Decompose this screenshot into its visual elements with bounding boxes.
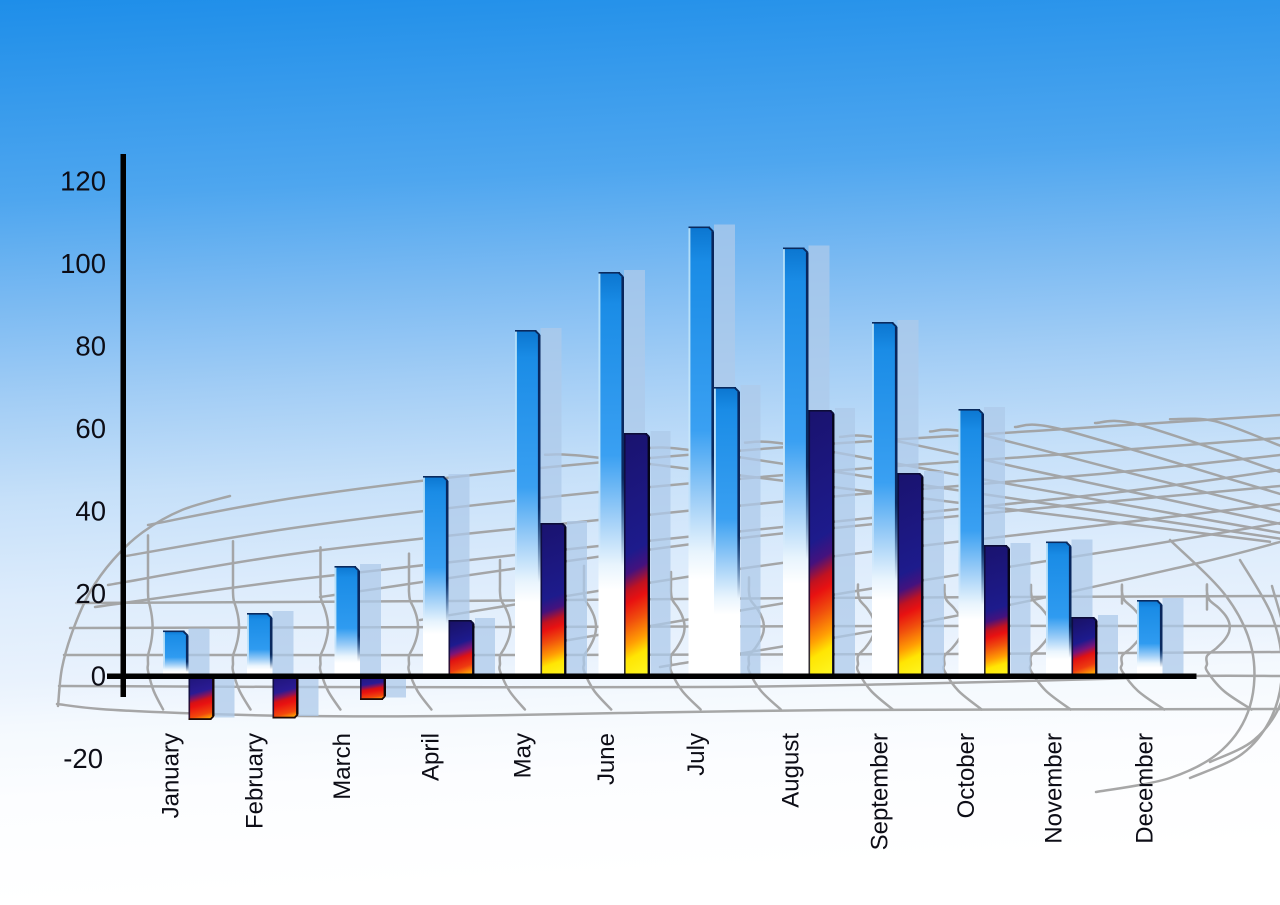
svg-text:August: August [778, 733, 805, 808]
svg-text:April: April [418, 733, 445, 781]
svg-text:20: 20 [75, 578, 106, 609]
svg-text:January: January [158, 733, 185, 818]
svg-text:120: 120 [60, 166, 106, 197]
svg-text:September: September [867, 733, 894, 850]
svg-text:0: 0 [91, 661, 106, 692]
svg-text:July: July [683, 733, 710, 776]
svg-text:60: 60 [75, 413, 106, 444]
svg-text:March: March [329, 733, 356, 800]
svg-text:October: October [953, 733, 980, 818]
svg-text:December: December [1132, 733, 1159, 844]
svg-text:40: 40 [75, 496, 106, 527]
svg-text:80: 80 [75, 331, 106, 362]
svg-text:June: June [593, 733, 620, 785]
svg-text:February: February [242, 733, 269, 829]
svg-text:100: 100 [60, 248, 106, 279]
svg-text:November: November [1041, 733, 1068, 844]
svg-text:May: May [510, 733, 537, 778]
svg-text:-20: -20 [63, 743, 103, 774]
